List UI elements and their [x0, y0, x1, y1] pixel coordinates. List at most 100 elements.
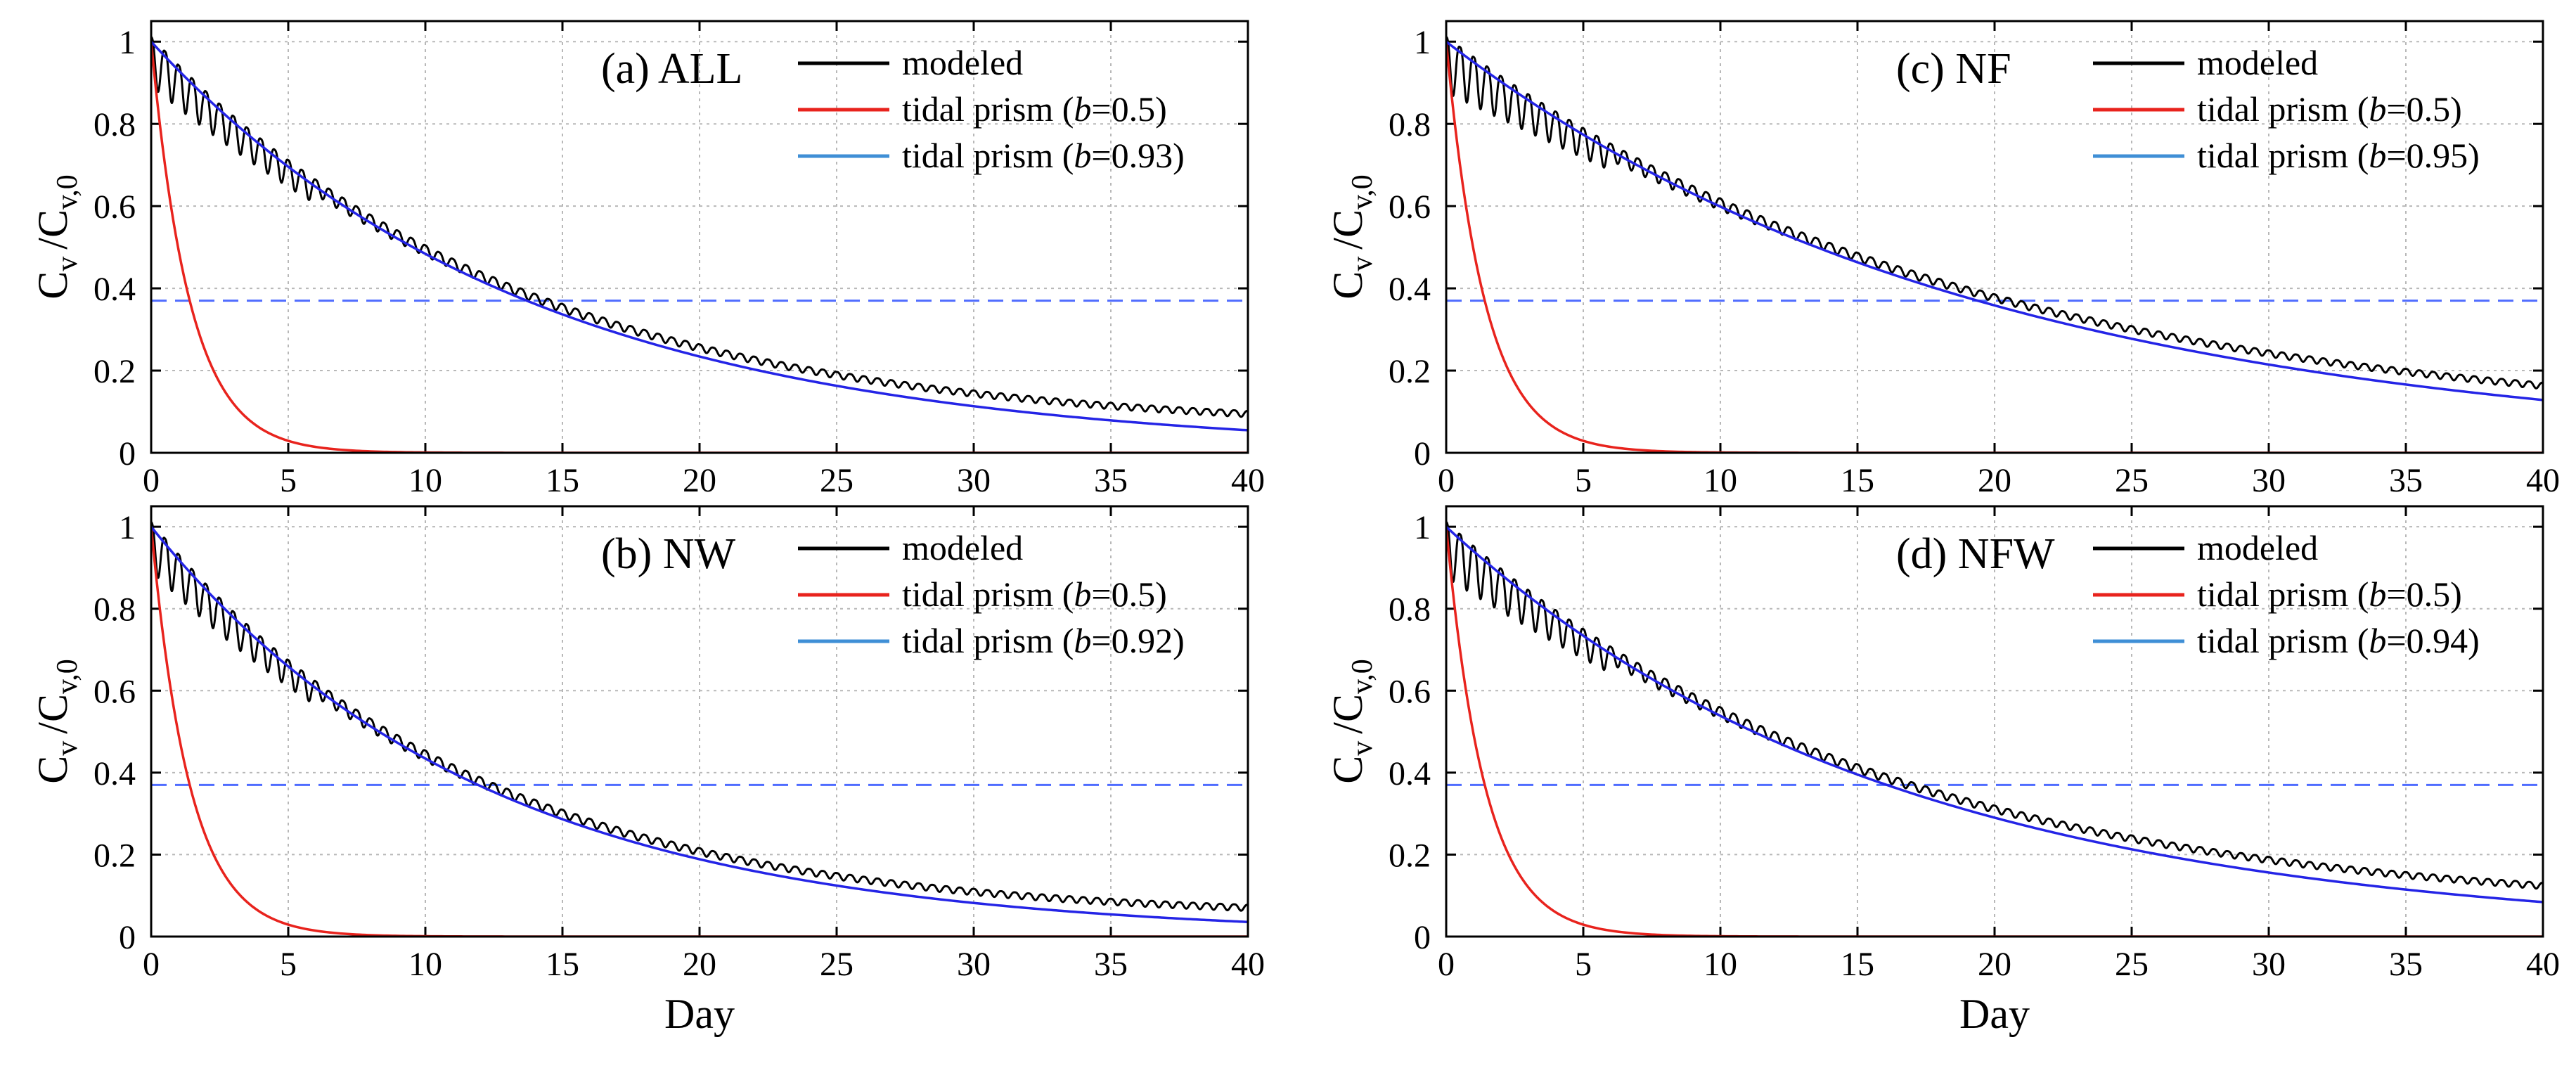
x-tick-label: 5	[1575, 946, 1592, 983]
axes-frame	[1445, 20, 2544, 454]
y-tick-label: 0.2	[1389, 353, 1431, 390]
x-tick-label: 35	[1094, 946, 1128, 983]
axes-frame	[1445, 505, 2544, 938]
y-tick-label: 0.8	[94, 591, 136, 629]
tidal-prism-b05-line	[151, 526, 1248, 937]
y-axis-label: Cv/Cv,0	[1325, 659, 1379, 784]
x-tick-label: 5	[1575, 462, 1592, 499]
x-tick-label: 10	[408, 462, 442, 499]
x-tick-label: 35	[1094, 462, 1128, 499]
x-tick-label: 20	[683, 462, 716, 499]
x-tick-label: 0	[1438, 462, 1455, 499]
x-tick-label: 20	[1978, 462, 2011, 499]
y-tick-label: 0	[1414, 435, 1431, 472]
y-axis-label: Cv/Cv,0	[30, 174, 84, 300]
x-tick-label: 0	[143, 946, 160, 983]
y-tick-label: 0.2	[1389, 837, 1431, 874]
x-tick-label: 15	[1841, 946, 1874, 983]
legend-entry: tidal prism (b=0.5)	[902, 574, 1167, 614]
legend-entry: tidal prism (b=0.5)	[2197, 574, 2462, 614]
y-tick-label: 0.8	[1389, 591, 1431, 629]
legend-entry: tidal prism (b=0.93)	[902, 136, 1185, 175]
panel-a: 0 5 10 15 20 25 30 35 40 0 0.2 0.4 0.6 0.8 1 Cv/Cv,0 (a)…	[30, 20, 1265, 499]
x-tick-label: 10	[408, 946, 442, 983]
axes-frame	[150, 20, 1249, 454]
tidal-prism-fit-line	[151, 526, 1248, 923]
y-tick-label: 0.6	[94, 673, 136, 710]
legend-entry: modeled	[2197, 43, 2318, 82]
y-tick-label: 0.2	[94, 353, 136, 390]
y-tick-label: 0.8	[1389, 106, 1431, 143]
modeled-line	[151, 36, 1248, 418]
x-tick-label: 25	[820, 946, 854, 983]
panel-title: (b) NW	[601, 530, 736, 578]
x-tick-label: 5	[280, 462, 297, 499]
x-tick-label: 5	[280, 946, 297, 983]
x-tick-label: 10	[1704, 946, 1737, 983]
legend-entry: modeled	[2197, 528, 2318, 567]
tidal-prism-b05-line	[151, 41, 1248, 453]
axes-frame	[150, 505, 1249, 938]
x-tick-label: 40	[1231, 462, 1265, 499]
x-tick-label: 40	[2526, 946, 2560, 983]
x-tick-label: 10	[1704, 462, 1737, 499]
series-layer	[151, 36, 1248, 453]
y-axis-label: Cv/Cv,0	[1325, 174, 1379, 300]
legend-entry: tidal prism (b=0.94)	[2197, 621, 2480, 660]
x-tick-label: 30	[957, 462, 991, 499]
y-tick-label: 0	[1414, 919, 1431, 956]
y-tick-label: 0	[119, 919, 136, 956]
y-tick-label: 0.4	[94, 755, 136, 792]
panel-title: (a) ALL	[601, 45, 742, 93]
panel-d: 0 5 10 15 20 25 30 35 40 0 0.2 0.4 0.6 0.8 1 Cv/Cv,0 Day…	[1325, 505, 2560, 1037]
legend-entry: tidal prism (b=0.5)	[2197, 89, 2462, 129]
x-tick-label: 40	[2526, 462, 2560, 499]
x-tick-label: 30	[957, 946, 991, 983]
y-tick-label: 0	[119, 435, 136, 472]
modeled-line	[1446, 521, 2543, 890]
legend-entry: tidal prism (b=0.95)	[2197, 136, 2480, 175]
panel-title: (d) NFW	[1896, 530, 2055, 578]
y-tick-label: 1	[1414, 509, 1431, 546]
x-tick-label: 35	[2389, 946, 2423, 983]
y-tick-label: 0.6	[94, 188, 136, 226]
x-tick-label: 30	[2252, 462, 2286, 499]
panels-layer: 0 5 10 15 20 25 30 35 4000.20.40.60.81Cv/Cv,0(a)…	[30, 20, 2560, 1037]
y-tick-label: 1	[119, 509, 136, 546]
y-tick-label: 1	[119, 24, 136, 61]
modeled-line	[151, 521, 1248, 912]
panel-c: 0 5 10 15 20 25 30 35 40 0 0.2 0.4 0.6 0.8 1 Cv/Cv,0 (c)…	[1325, 20, 2560, 499]
y-tick-label: 0.6	[1389, 673, 1431, 710]
series-layer	[1446, 36, 2543, 453]
x-tick-label: 35	[2389, 462, 2423, 499]
x-tick-label: 0	[1438, 946, 1455, 983]
y-tick-label: 0.2	[94, 837, 136, 874]
tidal-prism-fit-line	[1446, 40, 2543, 401]
panel-b: 0 5 10 15 20 25 30 35 40 0 0.2 0.4 0.6 0.8 1 Cv/Cv,0 Day…	[30, 505, 1265, 1037]
tidal-prism-fit-line	[1446, 525, 2543, 904]
x-axis-label: Day	[1959, 991, 2030, 1037]
series-layer	[1446, 521, 2543, 937]
tidal-prism-b05-line	[1446, 41, 2543, 453]
legend-entry: tidal prism (b=0.5)	[902, 89, 1167, 129]
x-tick-label: 15	[546, 946, 579, 983]
x-tick-label: 15	[1841, 462, 1874, 499]
y-tick-label: 1	[1414, 24, 1431, 61]
tidal-prism-fit-line	[151, 41, 1248, 432]
x-tick-label: 30	[2252, 946, 2286, 983]
x-tick-label: 0	[143, 462, 160, 499]
x-tick-label: 25	[820, 462, 854, 499]
x-axis-label: Day	[664, 991, 735, 1037]
x-tick-label: 25	[2115, 462, 2149, 499]
y-tick-label: 0.4	[1389, 271, 1431, 308]
modeled-line	[1446, 36, 2543, 390]
legend-entry: modeled	[902, 528, 1023, 567]
panel-title: (c) NF	[1896, 45, 2011, 93]
legend-entry: modeled	[902, 43, 1023, 82]
y-tick-label: 0.8	[94, 106, 136, 143]
y-axis-label: Cv/Cv,0	[30, 659, 84, 784]
y-tick-label: 0.6	[1389, 188, 1431, 226]
x-tick-label: 15	[546, 462, 579, 499]
x-tick-label: 25	[2115, 946, 2149, 983]
